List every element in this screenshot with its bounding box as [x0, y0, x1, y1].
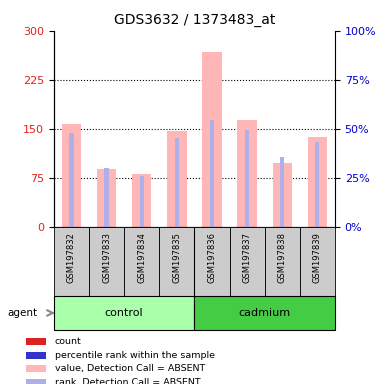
Bar: [69, 133, 74, 227]
Bar: [62, 124, 81, 227]
Bar: [167, 131, 186, 227]
Bar: [229, 227, 265, 296]
Bar: [194, 296, 335, 330]
Text: count: count: [55, 337, 81, 346]
Text: GSM197839: GSM197839: [313, 232, 322, 283]
Bar: [26, 338, 46, 345]
Bar: [54, 296, 194, 330]
Bar: [132, 174, 151, 227]
Bar: [273, 163, 292, 227]
Text: GSM197832: GSM197832: [67, 232, 76, 283]
Text: cadmium: cadmium: [239, 308, 291, 318]
Title: GDS3632 / 1373483_at: GDS3632 / 1373483_at: [114, 13, 275, 27]
Text: GSM197837: GSM197837: [243, 232, 252, 283]
Bar: [26, 352, 46, 359]
Bar: [54, 227, 89, 296]
Text: GSM197834: GSM197834: [137, 232, 146, 283]
Bar: [210, 120, 214, 227]
Text: percentile rank within the sample: percentile rank within the sample: [55, 351, 215, 359]
Bar: [203, 51, 222, 227]
Bar: [159, 227, 194, 296]
Bar: [104, 168, 109, 227]
Bar: [300, 227, 335, 296]
Text: GSM197833: GSM197833: [102, 232, 111, 283]
Bar: [140, 175, 144, 227]
Bar: [280, 157, 285, 227]
Text: GSM197838: GSM197838: [278, 232, 287, 283]
Bar: [26, 379, 46, 384]
Bar: [264, 227, 300, 296]
Bar: [238, 120, 257, 227]
Bar: [175, 139, 179, 227]
Text: GSM197836: GSM197836: [208, 232, 216, 283]
Bar: [97, 169, 116, 227]
Bar: [89, 227, 124, 296]
Text: control: control: [105, 308, 144, 318]
Text: rank, Detection Call = ABSENT: rank, Detection Call = ABSENT: [55, 377, 200, 384]
Bar: [194, 227, 229, 296]
Bar: [315, 142, 320, 227]
Bar: [124, 227, 159, 296]
Bar: [308, 137, 327, 227]
Bar: [26, 365, 46, 372]
Bar: [245, 130, 249, 227]
Text: agent: agent: [8, 308, 38, 318]
Text: value, Detection Call = ABSENT: value, Detection Call = ABSENT: [55, 364, 205, 373]
Text: GSM197835: GSM197835: [172, 232, 181, 283]
